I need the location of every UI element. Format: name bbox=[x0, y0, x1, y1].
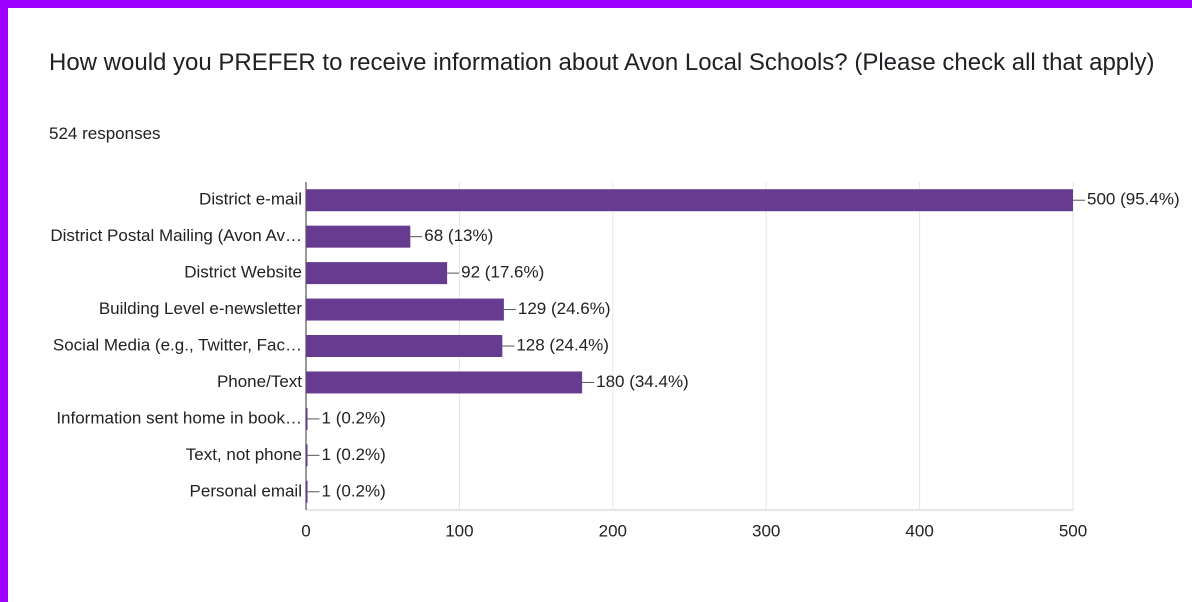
chart-subtitle: 524 responses bbox=[49, 124, 161, 143]
bar bbox=[306, 262, 448, 285]
x-tick-label: 0 bbox=[301, 521, 310, 540]
y-tick-label: Text, not phone bbox=[186, 445, 302, 464]
y-tick-label: Information sent home in book… bbox=[56, 408, 302, 427]
bar bbox=[306, 480, 308, 503]
bar bbox=[306, 189, 1073, 212]
bar bbox=[306, 335, 503, 357]
data-label: 1 (0.2%) bbox=[322, 408, 386, 427]
x-tick-label: 300 bbox=[752, 521, 780, 540]
data-label: 180 (34.4%) bbox=[596, 372, 689, 391]
data-label: 129 (24.6%) bbox=[518, 299, 611, 318]
bar bbox=[306, 444, 308, 467]
y-tick-label: District Postal Mailing (Avon Av… bbox=[50, 226, 302, 245]
data-label: 1 (0.2%) bbox=[322, 481, 386, 500]
data-label: 128 (24.4%) bbox=[516, 335, 609, 354]
data-label: 1 (0.2%) bbox=[322, 445, 386, 464]
bar bbox=[306, 225, 411, 248]
y-tick-label: District e-mail bbox=[199, 190, 302, 209]
x-tick-label: 100 bbox=[445, 521, 473, 540]
data-label: 500 (95.4%) bbox=[1087, 190, 1180, 209]
y-tick-label: Personal email bbox=[190, 481, 302, 500]
bar bbox=[306, 407, 308, 430]
chart-title: How would you PREFER to receive informat… bbox=[49, 49, 1155, 76]
y-tick-label: Building Level e-newsletter bbox=[99, 299, 303, 318]
x-tick-label: 400 bbox=[905, 521, 933, 540]
data-label: 68 (13%) bbox=[424, 226, 493, 245]
x-tick-label: 500 bbox=[1059, 521, 1087, 540]
y-tick-label: District Website bbox=[184, 263, 302, 282]
y-tick-label: Phone/Text bbox=[217, 372, 302, 391]
data-label: 92 (17.6%) bbox=[461, 263, 544, 282]
bar bbox=[306, 298, 504, 321]
y-tick-label: Social Media (e.g., Twitter, Fac… bbox=[53, 335, 302, 354]
x-tick-label: 200 bbox=[599, 521, 627, 540]
bar bbox=[306, 371, 583, 394]
